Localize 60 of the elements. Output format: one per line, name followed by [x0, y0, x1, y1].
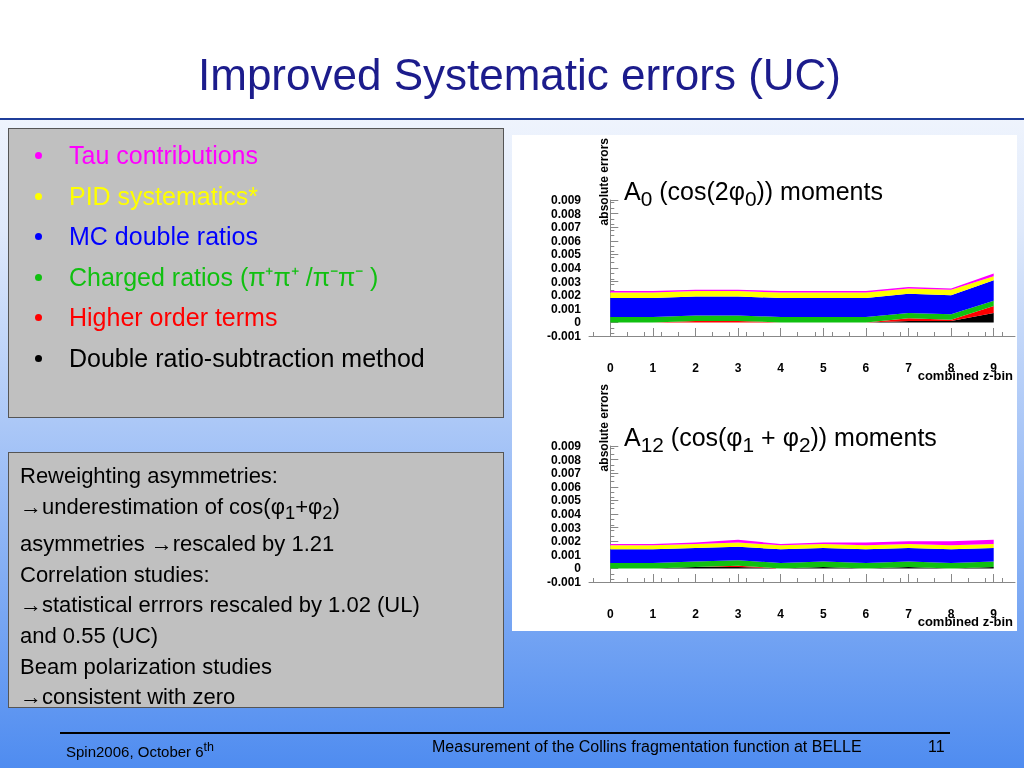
chart-subtitle: A$_{0}$ (cos(2φ$_{0}$)) moments — [624, 177, 883, 211]
x-tick-label: 2 — [692, 361, 700, 375]
y-tick-label: 0.005 — [550, 247, 582, 262]
y-tick-label: 0.004 — [550, 261, 582, 275]
y-tick-label: 0.004 — [550, 507, 582, 521]
text: →underestimation of cos(φ$_{1}$+φ$_{2}$) — [20, 492, 341, 526]
y-tick-label: 0 — [574, 315, 582, 330]
text: →consistent with zero — [20, 683, 237, 712]
y-tick-label: 0.009 — [550, 193, 582, 207]
y-tick-label: 0.007 — [550, 220, 582, 235]
legend-label: Double ratio-subtraction method — [69, 343, 425, 372]
legend-label: PID systematics* — [69, 181, 258, 210]
legend-label: Charged ratios (π⁺π⁺ /π⁻π⁻ ) — [69, 262, 379, 291]
y-tick-label: 0.002 — [550, 534, 582, 549]
x-tick-label: 1 — [649, 361, 657, 375]
y-tick-label: 0.002 — [550, 288, 582, 303]
text: and 0.55 (UC) — [20, 621, 160, 650]
y-tick-label: 0.001 — [550, 547, 582, 562]
x-tick-label: 7 — [905, 607, 913, 621]
y-axis-title: absolute errors — [597, 383, 612, 472]
y-axis-title: absolute errors — [597, 137, 612, 226]
x-tick-label: 6 — [862, 361, 870, 375]
y-tick-label: 0.008 — [550, 452, 582, 467]
x-tick-label: 6 — [862, 607, 870, 621]
y-tick-label: 0.008 — [550, 206, 582, 221]
legend-label: MC double ratios — [69, 222, 258, 250]
text: Reweighting asymmetries: — [20, 462, 279, 490]
y-tick-label: 0.003 — [550, 274, 582, 289]
chart-title: Improved Systematic errors (UC) — [198, 50, 842, 100]
y-tick-label: -0.001 — [546, 329, 582, 343]
y-tick-label: 0.006 — [550, 233, 582, 248]
text: Measurement of the Collins fragmentation function at BELLE — [432, 738, 862, 756]
x-tick-label: 4 — [777, 361, 785, 375]
text: Beam polarization studies — [20, 652, 273, 681]
text: 11 — [928, 738, 945, 756]
x-tick-label: 0 — [606, 607, 614, 621]
y-tick-label: -0.001 — [546, 575, 582, 589]
x-tick-label: 3 — [734, 607, 742, 621]
text: Correlation studies: — [20, 560, 211, 589]
x-tick-label: 7 — [905, 361, 913, 375]
legend-label: Higher order terms — [69, 303, 278, 331]
x-tick-label: 5 — [819, 361, 827, 375]
y-tick-label: 0.006 — [550, 479, 582, 494]
y-tick-label: 0.009 — [550, 439, 582, 453]
x-tick-label: 0 — [606, 361, 614, 375]
x-tick-label: 5 — [819, 607, 827, 621]
x-tick-label: 4 — [777, 607, 785, 621]
y-tick-label: 0.007 — [550, 466, 582, 481]
chart-subtitle: A$_{12}$ (cos(φ$_{1}$ + φ$_{2}$)) moments — [624, 423, 937, 457]
y-tick-label: 0.005 — [550, 493, 582, 508]
text: Spin2006, October 6$^{th}$ — [66, 740, 215, 760]
x-tick-label: 2 — [692, 607, 700, 621]
y-tick-label: 0 — [574, 561, 582, 576]
y-tick-label: 0.001 — [550, 301, 582, 316]
y-tick-label: 0.003 — [550, 520, 582, 535]
text: asymmetries →rescaled by 1.21 — [20, 529, 336, 558]
x-tick-label: 1 — [649, 607, 657, 621]
x-tick-label: 3 — [734, 361, 742, 375]
legend-label: Tau contributions — [69, 141, 259, 169]
text: →statistical errrors rescaled by 1.02 (UL) — [20, 591, 421, 620]
